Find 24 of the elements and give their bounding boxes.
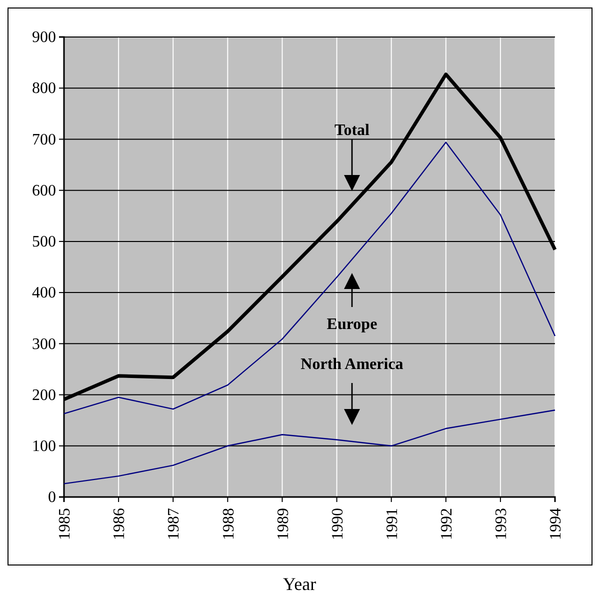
y-tick-label: 700 — [32, 131, 56, 148]
x-tick-label: 1989 — [274, 508, 292, 540]
x-tick-label: 1993 — [493, 508, 510, 540]
x-tick-label: 1988 — [220, 508, 238, 540]
annotation: Europe — [326, 316, 378, 333]
x-tick-label: 1985 — [56, 508, 74, 540]
x-tick-label: 1986 — [111, 508, 128, 540]
x-tick-label: 1994 — [548, 508, 565, 540]
annotation: North America — [300, 356, 404, 373]
y-tick-label: 600 — [32, 182, 56, 200]
y-tick-label: 200 — [32, 386, 56, 404]
x-tick-label: 1992 — [438, 508, 456, 540]
y-tick-label: 800 — [32, 80, 56, 98]
y-tick-label: 300 — [32, 336, 56, 353]
x-tick-label: 1987 — [166, 508, 183, 540]
x-tick-label: 1990 — [329, 508, 346, 540]
x-axis-title: Year — [282, 574, 316, 594]
annotation: Total — [334, 122, 370, 139]
x-tick-label: 1991 — [384, 508, 401, 540]
y-tick-label: 400 — [32, 284, 56, 302]
y-tick-label: 900 — [32, 29, 56, 46]
y-tick-label: 0 — [48, 489, 56, 506]
y-tick-label: 500 — [32, 234, 56, 251]
y-tick-label: 100 — [32, 438, 56, 456]
